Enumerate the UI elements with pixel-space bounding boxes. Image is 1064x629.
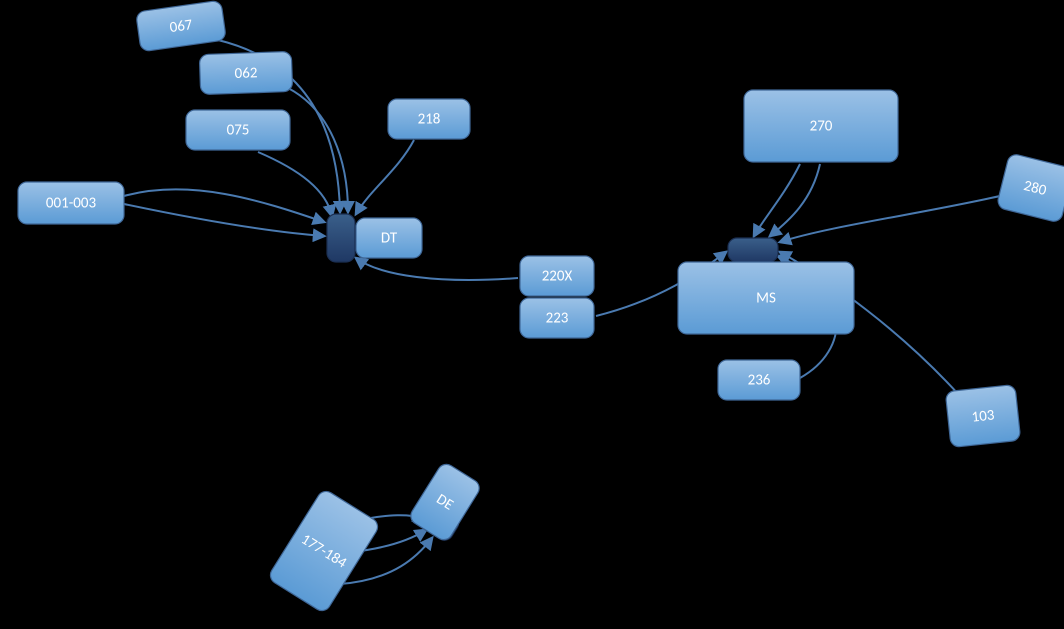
edge-n280-hubMS	[780, 196, 1000, 242]
node-n001: 001-003	[18, 182, 124, 224]
node-n062: 062	[199, 51, 292, 94]
node-nDE: DE	[407, 461, 482, 543]
node-n067: 067	[136, 0, 227, 52]
node-n218: 218	[388, 99, 470, 139]
node-n075: 075	[186, 110, 290, 150]
edge-n075-hubDT	[258, 152, 332, 216]
node-n103: 103	[945, 384, 1020, 447]
node-n280: 280	[996, 153, 1064, 223]
node-n236: 236	[718, 360, 800, 400]
edge-n001-hubDT	[124, 204, 324, 236]
node-nMS: MS	[678, 262, 854, 334]
node-n270: 270	[744, 90, 898, 162]
node-hubDT	[327, 214, 355, 262]
diagram-canvas: 067062 075 218 001-003 DT 220X223 270 280 MS 236 1…	[0, 0, 1064, 629]
edge-n270-hubMS	[754, 164, 800, 236]
edge-n001-hubDT	[124, 189, 324, 222]
node-hubMS	[728, 238, 778, 262]
node-n223: 223	[520, 298, 594, 338]
node-n177: 177-184	[267, 488, 381, 614]
edge-n220X-hubDT	[356, 258, 518, 280]
node-n220X: 220X	[520, 256, 594, 296]
edge-n218-hubDT	[356, 140, 414, 214]
node-nDT: DT	[356, 218, 422, 258]
